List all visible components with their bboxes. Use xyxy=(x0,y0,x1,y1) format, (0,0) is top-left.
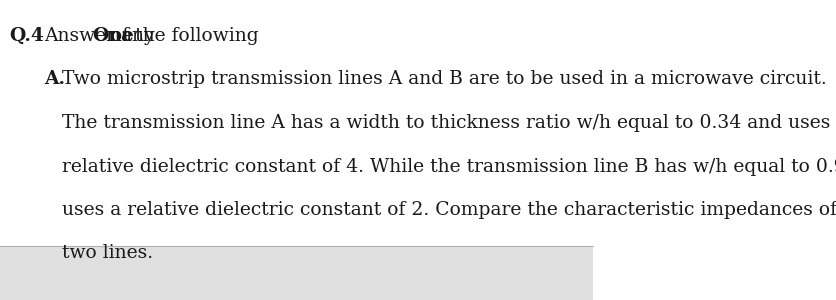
Text: A.: A. xyxy=(44,70,65,88)
Text: The transmission line A has a width to thickness ratio w/h equal to 0.34 and use: The transmission line A has a width to t… xyxy=(62,114,836,132)
FancyBboxPatch shape xyxy=(0,246,593,300)
Text: Q.4: Q.4 xyxy=(9,27,43,45)
Text: relative dielectric constant of 4. While the transmission line B has w/h equal t: relative dielectric constant of 4. While… xyxy=(62,158,836,175)
Text: One: One xyxy=(92,27,134,45)
Text: Answer any: Answer any xyxy=(44,27,161,45)
Text: uses a relative dielectric constant of 2. Compare the characteristic impedances : uses a relative dielectric constant of 2… xyxy=(62,201,836,219)
Text: Two microstrip transmission lines A and B are to be used in a microwave circuit.: Two microstrip transmission lines A and … xyxy=(62,70,826,88)
Text: of the following: of the following xyxy=(104,27,258,45)
Text: two lines.: two lines. xyxy=(62,244,153,262)
